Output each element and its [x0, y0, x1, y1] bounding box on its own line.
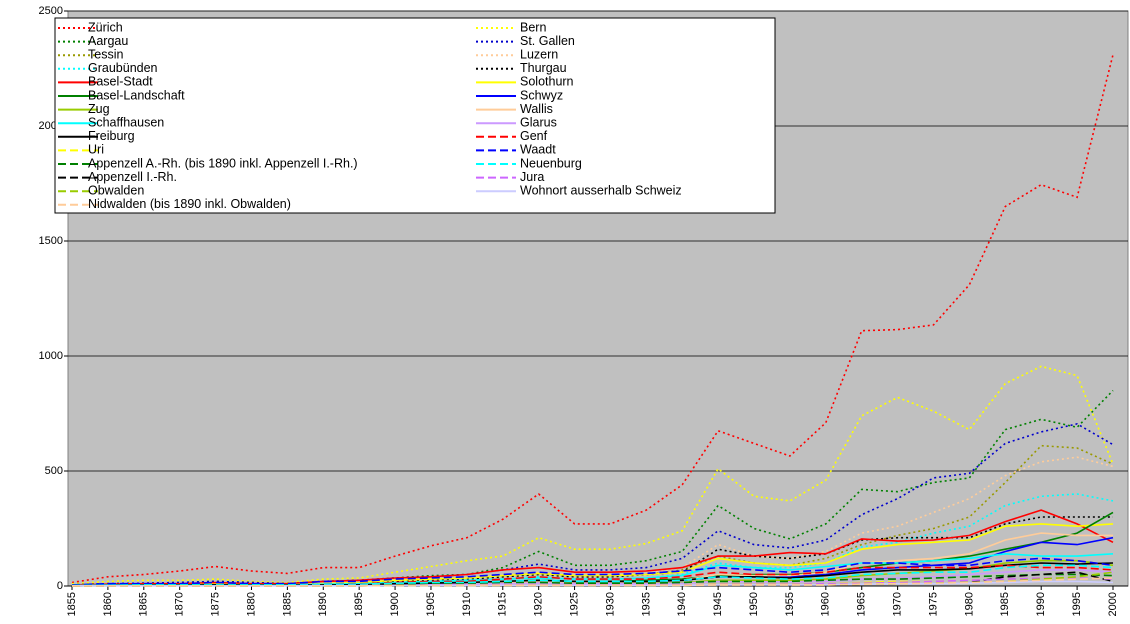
- legend-label: Schwyz: [520, 88, 563, 102]
- legend-label: Wallis: [520, 102, 553, 116]
- legend: Zürich Bern Aargau St. Gallen Tessin Luzern Gr…: [54, 17, 776, 214]
- x-tick-label: 1965: [856, 592, 868, 616]
- legend-label: Basel-Landschaft: [88, 88, 185, 102]
- legend-label: Solothurn: [520, 75, 574, 89]
- x-tick-label: 1915: [497, 592, 509, 616]
- x-tick-label: 1905: [425, 592, 437, 616]
- legend-label: Thurgau: [520, 61, 567, 75]
- x-tick-label: 1895: [353, 592, 365, 616]
- legend-label: Uri: [88, 143, 104, 157]
- x-tick-label: 1900: [389, 592, 401, 616]
- legend-label: Bern: [520, 20, 546, 34]
- x-tick-label: 1970: [892, 592, 904, 616]
- y-tick-label: 0: [57, 580, 63, 592]
- legend-label: Tessin: [88, 47, 123, 61]
- legend-label: Zug: [88, 102, 110, 116]
- x-tick-label: 1985: [999, 592, 1011, 616]
- x-tick-label: 1885: [281, 592, 293, 616]
- x-tick-label: 1950: [748, 592, 760, 616]
- x-tick-label: 1935: [640, 592, 652, 616]
- x-tick-label: 1920: [533, 592, 545, 616]
- y-tick-label: 500: [45, 465, 63, 477]
- y-tick-label: 1500: [39, 235, 63, 247]
- x-tick-label: 2000: [1107, 592, 1119, 616]
- legend-label: Freiburg: [88, 129, 135, 143]
- legend-label: Wohnort ausserhalb Schweiz: [520, 183, 682, 197]
- series-line: [71, 577, 1114, 587]
- x-tick-label: 1925: [568, 592, 580, 616]
- x-tick-label: 1930: [604, 592, 616, 616]
- legend-label: St. Gallen: [520, 34, 575, 48]
- x-tick-label: 1995: [1071, 592, 1083, 616]
- series-line: [71, 557, 1114, 586]
- x-tick-label: 1875: [209, 592, 221, 616]
- x-tick-label: 1940: [676, 592, 688, 616]
- legend-label: Glarus: [520, 115, 557, 129]
- x-tick-label: 1910: [461, 592, 473, 616]
- legend-label: Obwalden: [88, 183, 144, 197]
- legend-label: Neuenburg: [520, 156, 582, 170]
- y-tick-label: 1000: [39, 350, 63, 362]
- x-tick-label: 1975: [927, 592, 939, 616]
- legend-label: Appenzell I.-Rh.: [88, 170, 177, 184]
- legend-label: Genf: [520, 129, 548, 143]
- legend-label: Jura: [520, 170, 544, 184]
- x-tick-label: 1890: [317, 592, 329, 616]
- legend-label: Basel-Stadt: [88, 75, 153, 89]
- x-tick-label: 1860: [102, 592, 114, 616]
- series-line: [71, 564, 1114, 587]
- series-line: [71, 423, 1114, 586]
- legend-label: Aargau: [88, 34, 128, 48]
- x-tick-label: 1960: [820, 592, 832, 616]
- x-tick-label: 1980: [963, 592, 975, 616]
- legend-box: [54, 17, 776, 214]
- legend-label: Luzern: [520, 47, 558, 61]
- legend-label: Zürich: [88, 20, 123, 34]
- x-tick-label: 1945: [712, 592, 724, 616]
- x-tick-label: 1870: [174, 592, 186, 616]
- x-tick-label: 1880: [245, 592, 257, 616]
- x-tick-label: 1855: [66, 592, 78, 616]
- y-tick-label: 2500: [39, 5, 63, 17]
- x-tick-label: 1865: [138, 592, 150, 616]
- legend-label: Schaffhausen: [88, 115, 164, 129]
- x-tick-label: 1955: [784, 592, 796, 616]
- series-line: [71, 516, 1113, 587]
- series-line: [71, 365, 1114, 585]
- x-tick-label: 1990: [1035, 592, 1047, 616]
- legend-label: Graubünden: [88, 61, 158, 75]
- legend-label: Waadt: [520, 143, 556, 157]
- legend-label: Appenzell A.-Rh. (bis 1890 inkl. Appenze…: [88, 156, 358, 170]
- legend-label: Nidwalden (bis 1890 inkl. Obwalden): [88, 197, 291, 211]
